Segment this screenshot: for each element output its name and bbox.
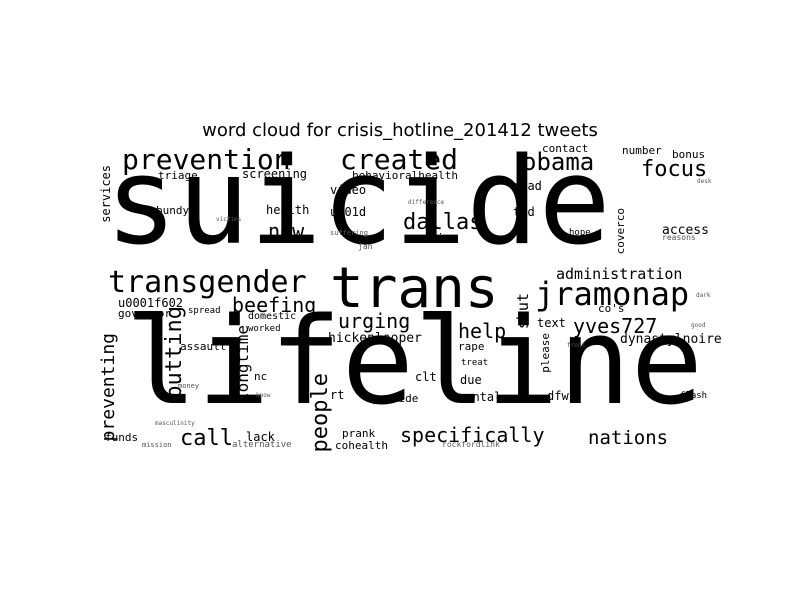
cloud-word: masculinity bbox=[155, 420, 195, 427]
cloud-word: focus bbox=[641, 157, 708, 182]
cloud-word: know bbox=[256, 392, 271, 399]
cloud-word: dfw bbox=[547, 389, 569, 403]
cloud-word: dallas bbox=[403, 210, 483, 235]
cloud-word: hickenlooper bbox=[328, 331, 422, 346]
cloud-word: provide bbox=[372, 392, 419, 405]
cloud-word: help bbox=[458, 319, 507, 343]
cloud-word: clt bbox=[415, 370, 437, 384]
cloud-word: video bbox=[330, 183, 367, 197]
cloud-word: difference bbox=[408, 199, 445, 206]
cloud-word: services bbox=[99, 165, 113, 223]
cloud-word: dynastylnoire bbox=[620, 332, 722, 347]
cloud-word: treat bbox=[461, 358, 489, 368]
cloud-word: obama bbox=[522, 148, 595, 176]
cloud-word: beefing bbox=[232, 293, 317, 317]
cloud-word: bonus bbox=[672, 148, 706, 161]
cloud-word: people bbox=[308, 373, 333, 453]
cloud-word: prevention bbox=[122, 143, 291, 176]
cloud-word: mission bbox=[142, 441, 172, 449]
cloud-word: dark bbox=[696, 292, 711, 299]
cloud-word: yves727 bbox=[573, 314, 658, 338]
cloud-word: desk bbox=[697, 178, 712, 185]
cloud-word: spread bbox=[188, 306, 221, 316]
cloud-word: administration bbox=[556, 265, 683, 283]
cloud-word: screening bbox=[242, 167, 308, 181]
cloud-word: please bbox=[539, 333, 552, 373]
chart-title: word cloud for crisis_hotline_201412 twe… bbox=[202, 120, 598, 141]
cloud-word: governor bbox=[118, 307, 171, 320]
cloud-word: access bbox=[662, 223, 709, 238]
cloud-word: co's bbox=[598, 302, 625, 315]
cloud-word: contact bbox=[542, 142, 589, 155]
cloud-word: read bbox=[513, 179, 542, 193]
cloud-word: domestic bbox=[248, 311, 297, 322]
cloud-word: nations bbox=[588, 427, 669, 449]
cloud-word: jramonap bbox=[535, 275, 690, 313]
cloud-word: prank bbox=[342, 427, 376, 440]
cloud-word: u201d bbox=[330, 205, 367, 219]
cloud-word: rape bbox=[458, 340, 485, 353]
cloud-word: counties bbox=[404, 231, 457, 244]
cloud-word: specifically bbox=[400, 423, 545, 447]
cloud-word: jan bbox=[358, 242, 373, 251]
cloud-word: alternative bbox=[232, 440, 292, 450]
cloud-word: flash bbox=[680, 391, 708, 401]
cloud-word: ted bbox=[513, 205, 535, 219]
cloud-word: longtime bbox=[233, 325, 252, 403]
cloud-word: nc bbox=[254, 370, 268, 383]
cloud-word: number bbox=[622, 144, 662, 157]
cloud-word: lack bbox=[246, 430, 275, 444]
cloud-word: victims bbox=[216, 216, 242, 223]
cloud-word: good bbox=[691, 322, 706, 329]
cloud-word: u0001f602 bbox=[118, 296, 184, 310]
word-cloud: suicide lifeline trans transgender jramonap p… bbox=[98, 133, 722, 453]
cloud-word: created bbox=[340, 143, 459, 176]
cloud-word: shut bbox=[514, 293, 532, 330]
cloud-word: mental bbox=[458, 390, 502, 404]
cloud-word: preventing bbox=[98, 333, 119, 442]
cloud-word: cohealth bbox=[335, 439, 388, 452]
cloud-word: transgender bbox=[108, 265, 307, 300]
cloud-word: lifeline bbox=[125, 293, 703, 432]
cloud-word: reasons bbox=[662, 233, 696, 242]
cloud-word: front bbox=[567, 342, 586, 349]
cloud-word: rockfordlink bbox=[442, 440, 500, 449]
cloud-word: bundy bbox=[156, 204, 190, 217]
cloud-word: worked bbox=[248, 324, 281, 334]
cloud-word: behavioralhealth bbox=[352, 169, 458, 182]
cloud-word: triage bbox=[158, 169, 198, 182]
cloud-word: funds bbox=[105, 431, 139, 444]
cloud-word: new bbox=[268, 219, 305, 243]
cloud-word: money bbox=[178, 382, 200, 390]
cloud-word: call bbox=[180, 426, 233, 451]
cloud-word: suicide bbox=[105, 133, 611, 272]
cloud-word: rt bbox=[330, 388, 345, 402]
cloud-word: urging bbox=[338, 309, 411, 333]
cloud-word: trans bbox=[330, 256, 499, 321]
cloud-word: suffering bbox=[330, 229, 368, 237]
cloud-word: coverco bbox=[614, 208, 627, 255]
cloud-word: text bbox=[537, 316, 566, 330]
cloud-word: hope bbox=[569, 228, 591, 238]
cloud-word: assault bbox=[180, 340, 227, 353]
cloud-word: due bbox=[460, 373, 482, 387]
cloud-word: health bbox=[266, 203, 310, 217]
